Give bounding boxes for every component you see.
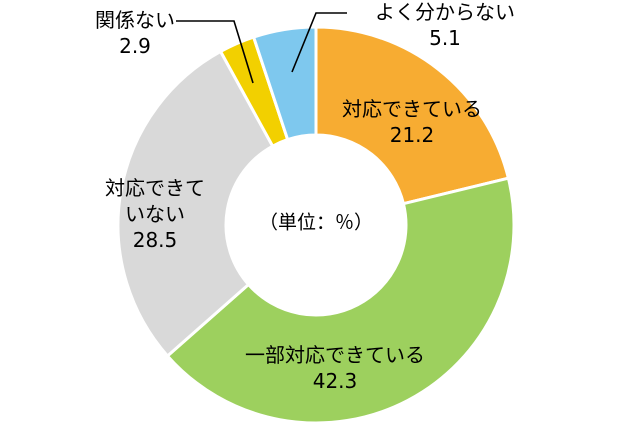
slice-label-3: 関係ない 2.9 (95, 8, 175, 58)
slice-2 (116, 49, 275, 359)
slice-0 (314, 25, 511, 206)
slice-label-0: 対応できている 21.2 (342, 97, 482, 147)
slice-name: 対応できている (342, 97, 482, 121)
slice-name: 対応できて (105, 176, 205, 200)
leader-lines (176, 12, 347, 84)
center-unit-label: （単位：％） (259, 212, 373, 234)
slice-value: 2.9 (119, 34, 151, 58)
slice-label-1: 一部対応できている 42.3 (245, 343, 425, 393)
slice-name: よく分からない (375, 0, 515, 24)
slice-value: 28.5 (133, 228, 178, 252)
slices-layer (116, 25, 516, 425)
slice-value: 21.2 (390, 123, 435, 147)
slice-name: 一部対応できている (245, 343, 425, 367)
slice-1 (165, 176, 516, 425)
slice-name: いない (125, 202, 185, 226)
leader-line-3 (176, 20, 254, 84)
slice-label-2: 対応できていない 28.5 (105, 176, 205, 252)
leader-line-4 (291, 12, 347, 73)
slice-value: 5.1 (429, 26, 461, 50)
slice-4 (251, 25, 318, 142)
slice-label-4: よく分からない 5.1 (375, 0, 515, 50)
slice-labels: 対応できている 21.2 一部対応できている 42.3 対応できていない 28.5 関係ない… (95, 0, 515, 393)
slice-name: 関係ない (95, 8, 175, 32)
slice-value: 42.3 (313, 369, 358, 393)
